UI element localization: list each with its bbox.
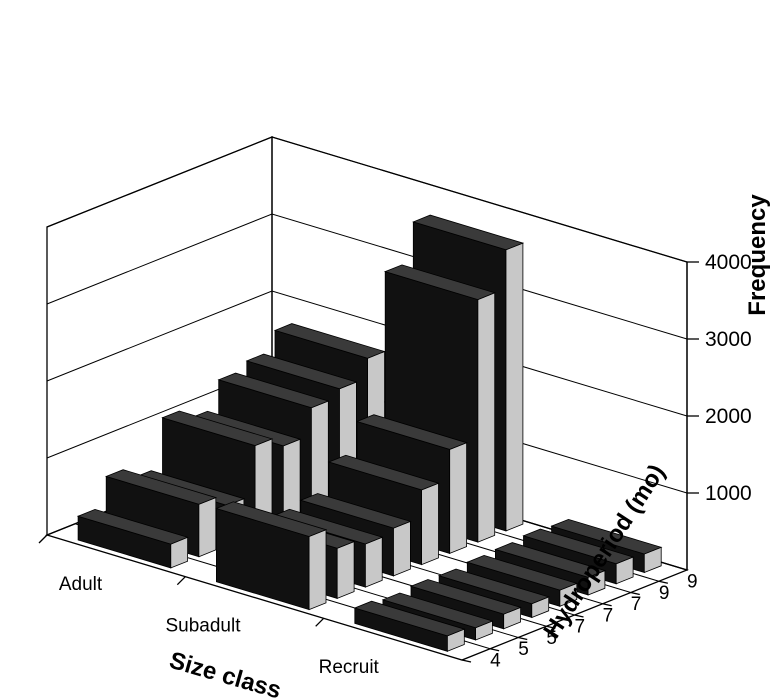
hydroperiod-label: 9 (687, 572, 698, 593)
bar-top (381, 592, 494, 629)
hydroperiod-label: 9 (659, 583, 670, 604)
bar-side (421, 482, 439, 566)
size-class-axis-title: Size class (166, 647, 284, 699)
value-tick-label: 3000 (705, 328, 752, 351)
size-class-label: Recruit (319, 657, 380, 678)
hydroperiod-label: 5 (546, 628, 557, 649)
hydroperiod-tick (518, 636, 528, 641)
bar-side (336, 541, 355, 599)
bar-top (522, 528, 635, 565)
value-tick-label: 4000 (705, 251, 752, 274)
bar-top (273, 323, 386, 359)
bar-top (550, 518, 663, 555)
bar-top (383, 264, 496, 301)
size-class-label: Subadult (165, 616, 241, 637)
bar-top (494, 542, 607, 578)
bar-top (327, 454, 440, 491)
bar-top (409, 579, 522, 615)
hydroperiod-label: 7 (631, 594, 642, 615)
hydroperiod-label: 5 (518, 639, 529, 660)
bar-side (198, 497, 217, 558)
bar-top (161, 410, 274, 447)
hydroperiod-tick (546, 625, 556, 629)
hydroperiod-tick (658, 580, 669, 584)
size-class-tick (315, 617, 325, 627)
hydroperiod-tick (602, 603, 612, 607)
bar-top (412, 214, 525, 251)
bar-top (466, 554, 579, 591)
gridline (46, 213, 688, 340)
hydroperiod-tick (489, 648, 500, 652)
bar-top (271, 508, 384, 545)
bar (76, 508, 189, 569)
bar-top (437, 568, 550, 605)
gridline (46, 136, 688, 263)
bar-top (245, 353, 358, 390)
bar-top (76, 508, 189, 545)
bar-side (505, 242, 524, 532)
bar-top (353, 600, 466, 637)
bar-side (308, 529, 327, 611)
bar-top (104, 469, 218, 505)
bar-top (355, 414, 468, 450)
hydroperiod-tick (461, 659, 472, 663)
gridline (46, 290, 688, 417)
value-axis-title: Frequency (744, 194, 771, 316)
size-class-tick (38, 534, 48, 544)
bar-top (215, 501, 328, 537)
bar-top (299, 493, 412, 529)
size-class-tick (176, 576, 186, 586)
bar-side (393, 520, 411, 577)
value-tick-label: 1000 (705, 482, 752, 505)
chart-bars (76, 214, 663, 652)
size-class-label: Adult (59, 574, 103, 595)
bar-side (477, 292, 496, 543)
hydroperiod-label: 7 (603, 605, 614, 626)
hydroperiod-tick (574, 614, 584, 618)
bar-top (217, 372, 330, 409)
hydroperiod-label: 7 (574, 617, 585, 638)
bar (215, 501, 328, 611)
bar (353, 600, 466, 652)
hydroperiod-tick (630, 591, 640, 596)
bar-side (364, 536, 383, 588)
bar-side (449, 442, 468, 554)
hydroperiod-label: 4 (490, 650, 501, 671)
value-tick-label: 2000 (705, 405, 752, 428)
